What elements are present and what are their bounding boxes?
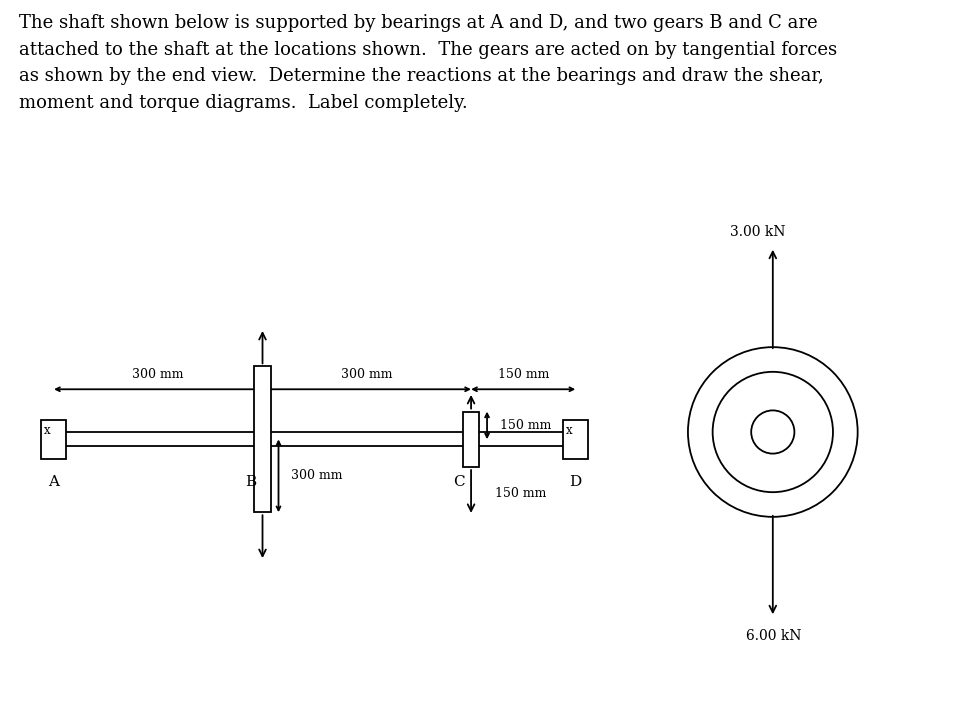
Bar xyxy=(463,412,479,467)
Text: 300 mm: 300 mm xyxy=(132,368,184,381)
Text: 150 mm: 150 mm xyxy=(495,487,547,500)
Text: The shaft shown below is supported by bearings at A and D, and two gears B and C: The shaft shown below is supported by be… xyxy=(19,14,837,112)
Text: B: B xyxy=(245,475,256,490)
Bar xyxy=(254,366,271,513)
Text: D: D xyxy=(569,475,582,490)
Text: A: A xyxy=(48,475,60,490)
Text: C: C xyxy=(453,475,465,490)
Text: 150 mm: 150 mm xyxy=(499,419,551,432)
Text: 300 mm: 300 mm xyxy=(291,469,343,482)
Text: 3.00 kN: 3.00 kN xyxy=(731,225,786,239)
Bar xyxy=(54,433,575,446)
Bar xyxy=(41,420,66,459)
Bar xyxy=(563,420,588,459)
Text: x: x xyxy=(565,424,572,437)
Text: x: x xyxy=(44,424,51,437)
Text: 300 mm: 300 mm xyxy=(341,368,393,381)
Text: 6.00 kN: 6.00 kN xyxy=(746,629,802,643)
Text: 150 mm: 150 mm xyxy=(497,368,549,381)
